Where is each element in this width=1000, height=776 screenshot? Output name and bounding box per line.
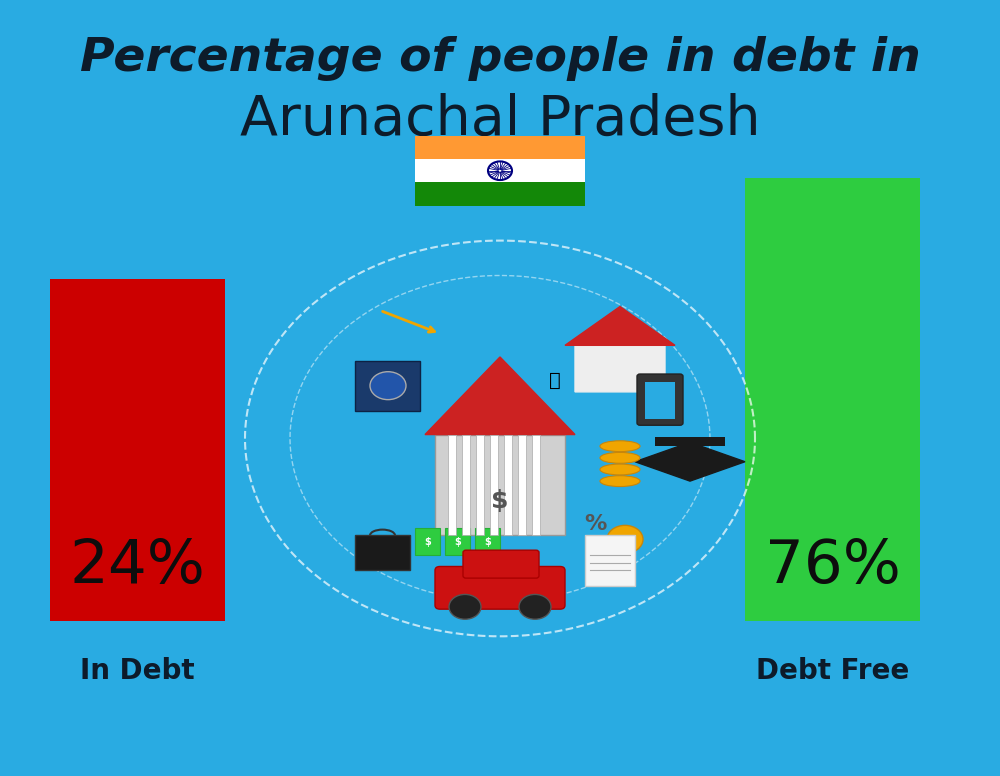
- Text: Debt Free: Debt Free: [756, 657, 909, 685]
- Ellipse shape: [600, 441, 640, 452]
- Circle shape: [449, 594, 481, 619]
- FancyBboxPatch shape: [745, 178, 920, 621]
- FancyBboxPatch shape: [518, 435, 526, 535]
- FancyBboxPatch shape: [415, 136, 585, 159]
- FancyBboxPatch shape: [645, 382, 675, 419]
- FancyBboxPatch shape: [504, 435, 512, 535]
- FancyBboxPatch shape: [435, 566, 565, 609]
- FancyBboxPatch shape: [490, 435, 498, 535]
- FancyBboxPatch shape: [637, 374, 683, 425]
- Polygon shape: [425, 357, 575, 435]
- FancyBboxPatch shape: [462, 435, 470, 535]
- Ellipse shape: [600, 476, 640, 487]
- FancyBboxPatch shape: [463, 550, 539, 578]
- FancyBboxPatch shape: [435, 435, 565, 535]
- Text: In Debt: In Debt: [80, 657, 195, 685]
- FancyBboxPatch shape: [476, 435, 484, 535]
- Ellipse shape: [600, 464, 640, 475]
- Text: 24%: 24%: [70, 537, 205, 596]
- FancyBboxPatch shape: [415, 182, 585, 206]
- Circle shape: [519, 594, 551, 619]
- FancyBboxPatch shape: [448, 435, 456, 535]
- Text: 76%: 76%: [765, 537, 900, 596]
- Text: 🔑: 🔑: [549, 371, 561, 390]
- FancyBboxPatch shape: [355, 535, 410, 570]
- Polygon shape: [635, 442, 745, 481]
- Polygon shape: [565, 307, 675, 345]
- Text: Arunachal Pradesh: Arunachal Pradesh: [240, 93, 760, 147]
- Text: $: $: [491, 489, 509, 512]
- Ellipse shape: [600, 452, 640, 463]
- Circle shape: [607, 525, 643, 553]
- Text: Percentage of people in debt in: Percentage of people in debt in: [80, 36, 920, 81]
- FancyBboxPatch shape: [532, 435, 540, 535]
- FancyBboxPatch shape: [475, 528, 500, 555]
- Text: %: %: [584, 514, 606, 534]
- FancyBboxPatch shape: [355, 361, 420, 411]
- FancyBboxPatch shape: [50, 279, 225, 621]
- FancyBboxPatch shape: [415, 528, 440, 555]
- Polygon shape: [575, 314, 665, 392]
- FancyBboxPatch shape: [655, 437, 725, 446]
- Text: $: $: [424, 537, 431, 546]
- Text: $: $: [484, 537, 491, 546]
- FancyBboxPatch shape: [585, 535, 635, 586]
- FancyBboxPatch shape: [415, 159, 585, 182]
- Text: $: $: [454, 537, 461, 546]
- Circle shape: [370, 372, 406, 400]
- FancyBboxPatch shape: [445, 528, 470, 555]
